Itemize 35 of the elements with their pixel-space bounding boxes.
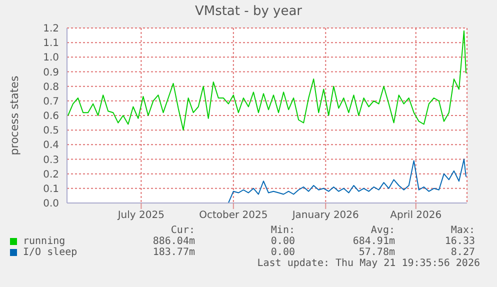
y-tick-label: 1.0 bbox=[43, 52, 59, 64]
y-axis-title: process states bbox=[8, 76, 21, 156]
y-tick-label: 1.1 bbox=[43, 38, 59, 50]
y-tick-label: 0.6 bbox=[43, 111, 59, 122]
text: 886.04m bbox=[152, 236, 195, 247]
y-tick-label: 0.3 bbox=[43, 154, 59, 166]
y-tick-label: 1.2 bbox=[43, 24, 59, 35]
text: 0.00 bbox=[270, 236, 295, 247]
y-tick-label: 0.2 bbox=[43, 169, 59, 180]
y-tick-label: 0.9 bbox=[43, 67, 59, 78]
chart-title: VMstat - by year bbox=[194, 4, 304, 19]
legend-label: I/O sleep bbox=[23, 247, 78, 258]
x-tick-label: October 2025 bbox=[199, 210, 268, 222]
text: 183.77m bbox=[152, 247, 195, 258]
y-tick-label: 0.1 bbox=[43, 184, 59, 195]
y-tick-label: 0.5 bbox=[43, 126, 59, 137]
y-tick-label: 0.4 bbox=[43, 140, 59, 152]
legend-label: running bbox=[23, 236, 66, 247]
text: 8.27 bbox=[450, 247, 475, 258]
text: 57.78m bbox=[358, 247, 395, 258]
x-tick-label: April 2026 bbox=[390, 210, 442, 222]
line-series bbox=[68, 30, 466, 131]
text: 684.91m bbox=[352, 236, 395, 247]
text: Min: bbox=[270, 225, 295, 236]
text: 16.33 bbox=[444, 236, 475, 247]
text: Cur: bbox=[170, 225, 195, 236]
y-tick-label: 0.7 bbox=[43, 96, 59, 108]
text: Last update: Thu May 21 19:35:56 2026 bbox=[256, 258, 481, 269]
y-tick-label: 0.0 bbox=[43, 198, 59, 210]
text: Max: bbox=[450, 225, 475, 236]
text: Avg: bbox=[370, 225, 395, 236]
y-tick-label: 0.8 bbox=[43, 82, 59, 93]
x-tick-label: July 2025 bbox=[116, 210, 164, 222]
x-tick-label: January 2026 bbox=[291, 210, 359, 222]
text: 0.00 bbox=[270, 247, 295, 258]
